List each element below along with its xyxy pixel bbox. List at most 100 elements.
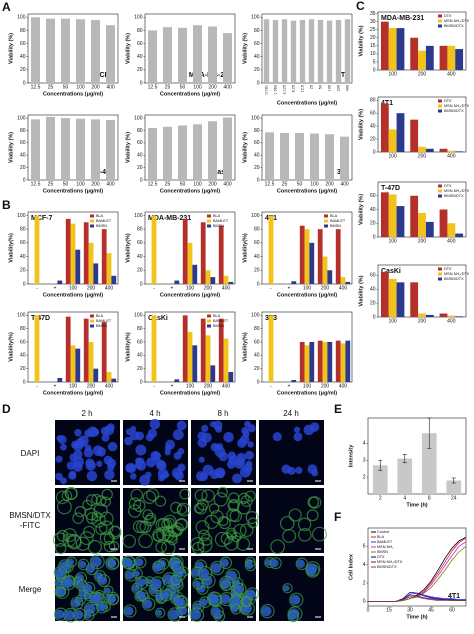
bar — [210, 277, 216, 284]
x-tick-label: 30 — [407, 607, 413, 613]
chart-title: T-47D — [381, 185, 400, 192]
micrograph — [121, 554, 191, 622]
legend-swatch — [207, 324, 211, 328]
y-tick-label: 80 — [137, 128, 143, 134]
nucleus — [130, 425, 137, 432]
cell-stain — [95, 495, 107, 507]
cell-stain — [171, 561, 185, 574]
x-tick-label: 100 — [186, 285, 195, 291]
x-axis-label: Concentrations (μg/ml) — [160, 188, 220, 194]
y-tick-label: 40 — [137, 54, 143, 60]
bar — [228, 281, 234, 284]
y-tick-label: 0 — [257, 281, 260, 287]
nucleus — [242, 598, 249, 605]
y-tick-label: 20 — [20, 67, 26, 73]
y-tick-label: 25 — [370, 27, 376, 33]
nucleus — [149, 418, 161, 430]
bar — [228, 372, 234, 382]
nucleus — [193, 580, 201, 588]
y-tick-label: 100 — [251, 213, 260, 219]
nucleus — [143, 599, 153, 609]
bar — [218, 318, 224, 382]
nucleus — [247, 441, 254, 448]
cell-stain — [170, 501, 182, 514]
nucleus — [147, 428, 158, 439]
bar — [425, 221, 434, 237]
nucleus — [244, 420, 251, 428]
x-tick-label: 50 — [319, 85, 323, 89]
legend-label: MSN-NH₂/DTX — [444, 272, 470, 276]
plot-frame — [261, 13, 353, 84]
y-tick-label: 20 — [254, 67, 260, 73]
cell-stain — [89, 554, 105, 570]
y-tick-label: 20 — [20, 268, 26, 274]
cell-stain — [220, 580, 232, 592]
bar — [57, 378, 63, 382]
legend-swatch — [207, 214, 211, 218]
chart-title: CasKi — [212, 169, 232, 176]
bar — [322, 256, 328, 284]
bar — [208, 26, 217, 83]
bar — [106, 119, 115, 180]
y-axis-label: Viability(%) — [125, 233, 131, 263]
cell-stain — [99, 531, 114, 546]
bar — [268, 215, 274, 284]
x-tick-label: 100 — [186, 383, 195, 389]
nucleus — [146, 457, 157, 468]
y-axis-label: Viability (%) — [358, 25, 364, 56]
x-tick-label: 50 — [63, 84, 69, 90]
legend-swatch — [438, 104, 442, 108]
nucleus — [91, 556, 102, 568]
cell-stain — [155, 541, 167, 553]
x-tick-label: 100 — [328, 85, 332, 91]
nucleus — [96, 447, 106, 457]
y-tick-label: 100 — [251, 313, 260, 319]
bar — [31, 119, 40, 180]
cell-stain — [56, 529, 69, 542]
bar — [425, 148, 434, 152]
bar — [178, 27, 187, 83]
panel-label: D — [2, 402, 11, 416]
y-tick-label: 0 — [140, 379, 143, 385]
y-tick-label: 80 — [370, 98, 376, 104]
nucleus — [56, 434, 63, 442]
y-axis-label: Viability(%) — [242, 233, 248, 263]
y-tick-label: 0 — [140, 281, 143, 287]
legend-swatch — [438, 99, 442, 103]
x-tick-label: 400 — [346, 85, 350, 91]
cell-stain — [142, 490, 157, 504]
cell-stain — [306, 509, 319, 522]
legend-label: BMSN — [213, 224, 224, 228]
chart-title: CasKi — [381, 268, 401, 275]
x-tick-label: 4 — [403, 495, 406, 501]
cell-stain — [199, 596, 211, 609]
x-tick-label: 50 — [180, 181, 186, 187]
x-tick-label: 45 — [428, 607, 434, 613]
x-axis-label: Concentrations (μg/ml) — [43, 292, 103, 298]
y-tick-label: 40 — [20, 353, 26, 359]
y-tick-label: 0 — [140, 177, 143, 183]
cell-stain — [136, 588, 149, 601]
y-tick-label: 100 — [134, 115, 143, 121]
y-tick-label: 0 — [373, 234, 376, 240]
nucleus — [54, 609, 65, 619]
nucleus — [161, 591, 170, 600]
bar — [93, 368, 99, 382]
cell-stain — [132, 520, 146, 534]
cell-stain — [206, 591, 222, 607]
legend-label: MSN-NH₂/DTX — [444, 104, 470, 108]
cell-stain — [196, 498, 209, 511]
cell-stain — [134, 556, 147, 569]
x-tick-label: 100 — [303, 383, 312, 389]
x-tick-label: 100 — [69, 383, 78, 389]
bar — [111, 378, 117, 382]
legend-swatch — [324, 214, 328, 218]
nucleus — [306, 563, 318, 575]
nucleus — [87, 426, 99, 438]
legend-label: BAMLET — [330, 219, 346, 223]
cell-stain — [122, 534, 137, 548]
x-tick-label: 400 — [222, 285, 231, 291]
cell-stain — [107, 557, 120, 570]
bar — [335, 229, 341, 284]
y-tick-label: 20 — [254, 165, 260, 171]
